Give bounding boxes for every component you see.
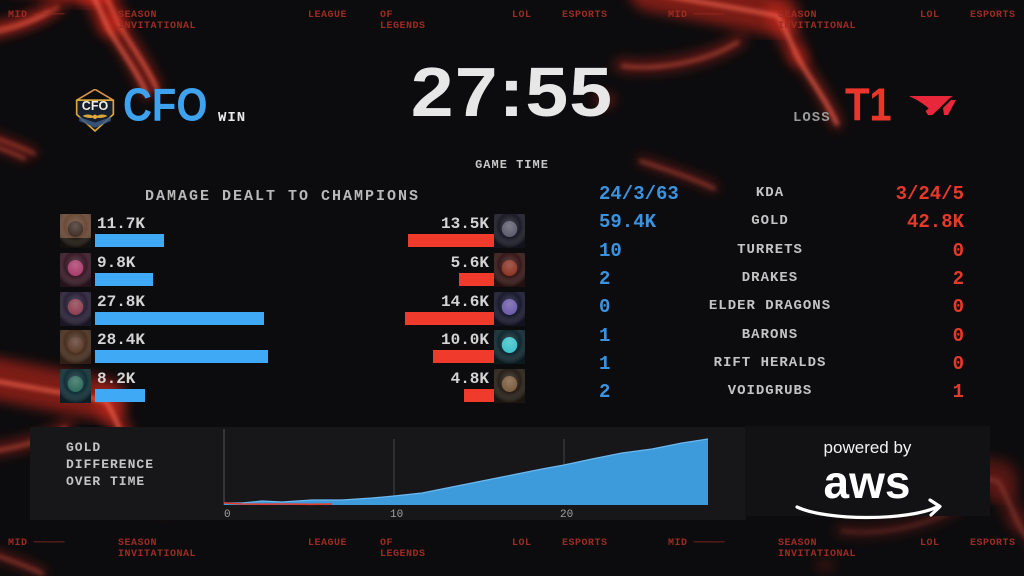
svg-text:10: 10: [390, 509, 403, 519]
svg-text:aws: aws: [824, 456, 911, 508]
svg-text:CFO: CFO: [82, 99, 109, 113]
svg-text:20: 20: [560, 509, 573, 519]
svg-text:0: 0: [224, 509, 231, 519]
